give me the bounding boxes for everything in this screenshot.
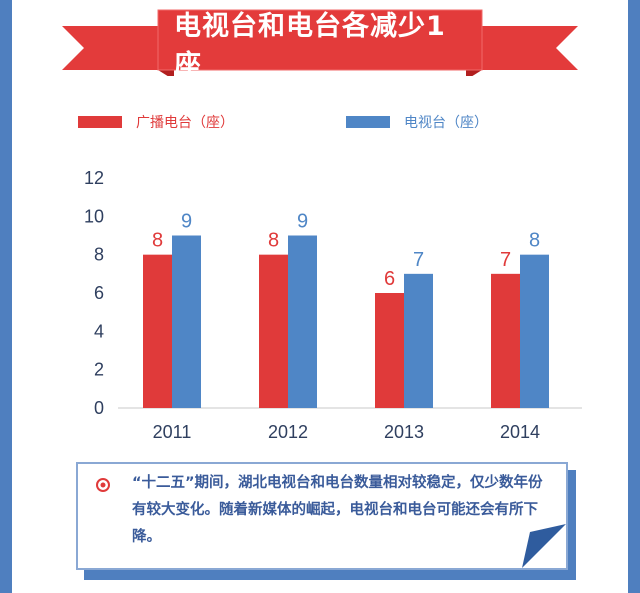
data-label: 6 xyxy=(384,268,395,290)
legend-item-radio: 广播电台（座） xyxy=(78,112,234,132)
legend-swatch-radio xyxy=(78,116,122,128)
bar-chart: 0 2 4 6 8 10 12 8 9 2011 8 9 2012 6 7 2013 7 8 2014 xyxy=(0,160,640,450)
y-tick-label: 10 xyxy=(84,206,104,226)
x-tick-label: 2014 xyxy=(500,422,540,442)
target-bullet-icon xyxy=(96,478,110,492)
bar-radio xyxy=(375,293,404,408)
data-label: 8 xyxy=(268,230,279,252)
page-title: 电视台和电台各减少1座 xyxy=(174,11,446,81)
y-tick-label: 6 xyxy=(94,283,104,303)
page-fold-corner xyxy=(522,524,566,568)
x-tick-label: 2013 xyxy=(384,422,424,442)
bar-tv xyxy=(288,235,317,408)
bar-radio xyxy=(491,273,520,408)
bar-radio xyxy=(259,254,288,408)
bar-radio xyxy=(143,254,172,408)
frame-left-border xyxy=(0,0,12,593)
y-tick-label: 4 xyxy=(94,321,104,341)
title-ribbon: 电视台和电台各减少1座 xyxy=(62,6,578,81)
chart-legend: 广播电台（座） 电视台（座） xyxy=(0,112,640,136)
legend-item-tv: 电视台（座） xyxy=(346,112,488,132)
ribbon-shape xyxy=(62,9,578,80)
y-tick-label: 12 xyxy=(84,168,104,188)
legend-label-tv: 电视台（座） xyxy=(404,115,488,131)
data-label: 7 xyxy=(500,249,511,271)
data-label: 8 xyxy=(152,230,163,252)
note-card-body: “十二五”期间，湖北电视台和电台数量相对较稳定，仅少数年份有较大变化。随着新媒体… xyxy=(76,462,568,570)
data-label: 7 xyxy=(413,249,424,271)
legend-swatch-tv xyxy=(346,116,390,128)
note-text: “十二五”期间，湖北电视台和电台数量相对较稳定，仅少数年份有较大变化。随着新媒体… xyxy=(132,475,543,545)
legend-label-radio: 广播电台（座） xyxy=(136,115,234,131)
data-label: 9 xyxy=(181,211,192,233)
bar-tv xyxy=(172,235,201,408)
data-label: 8 xyxy=(529,230,540,252)
x-tick-label: 2012 xyxy=(268,422,308,442)
x-tick-label: 2011 xyxy=(153,422,192,442)
bar-tv xyxy=(404,273,433,408)
bar-tv xyxy=(520,254,549,408)
data-label: 9 xyxy=(297,211,308,233)
note-card: “十二五”期间，湖北电视台和电台数量相对较稳定，仅少数年份有较大变化。随着新媒体… xyxy=(76,462,576,580)
frame-right-border xyxy=(628,0,640,593)
y-tick-label: 2 xyxy=(94,360,104,380)
y-tick-label: 8 xyxy=(94,245,104,265)
y-tick-label: 0 xyxy=(94,398,104,418)
